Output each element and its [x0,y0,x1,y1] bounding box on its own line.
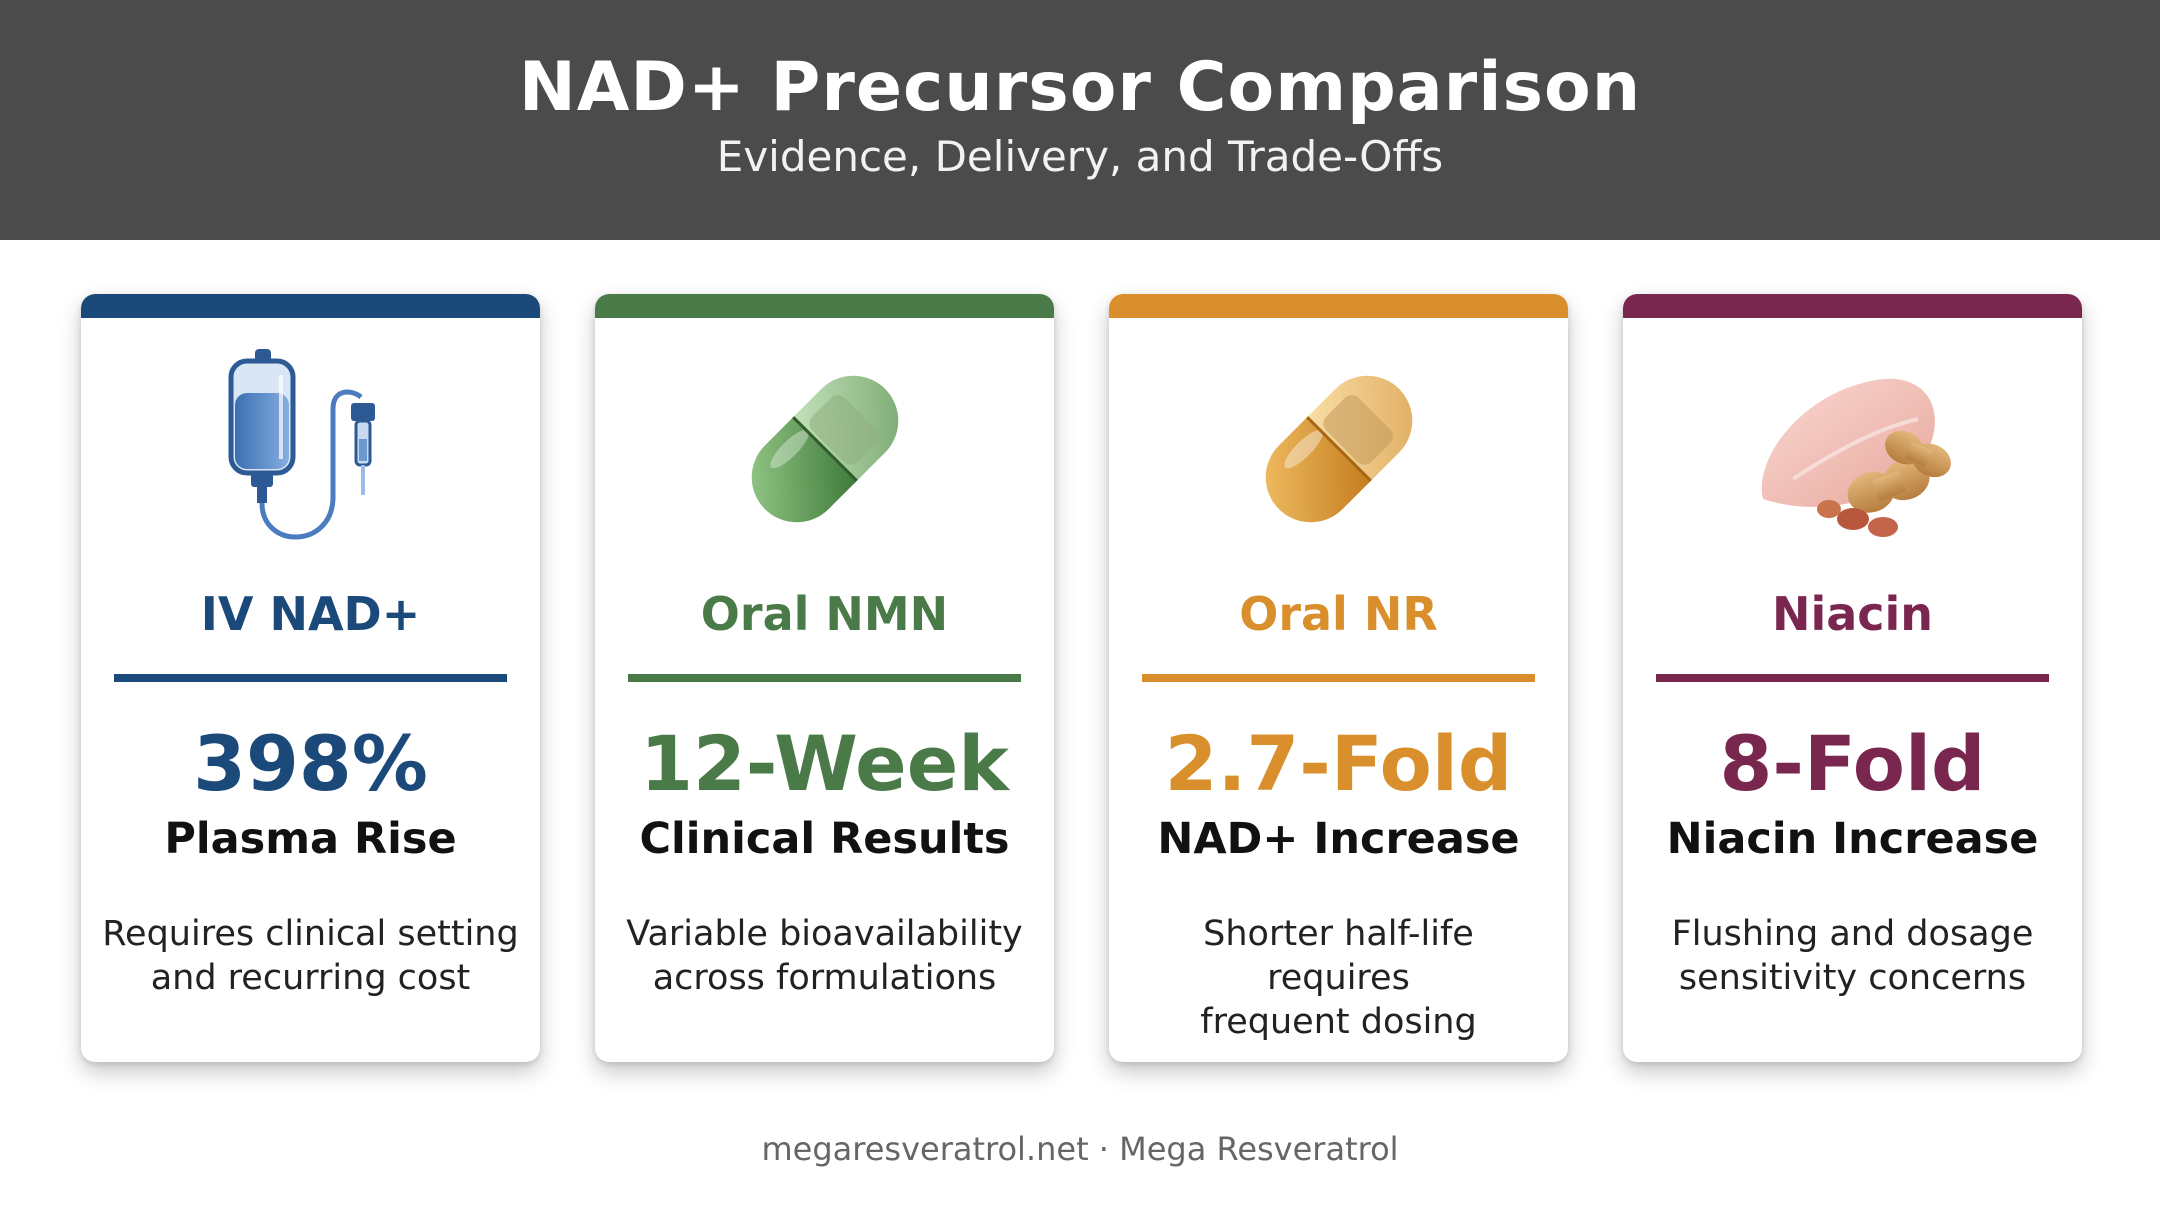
card-metric: 12-Week [640,719,1009,808]
card-note: Shorter half-life requires frequent dosi… [1129,912,1548,1044]
card-note-line: Flushing and dosage [1671,914,2034,954]
card-divider [628,674,1021,682]
card-divider [114,674,507,682]
card-name: Oral NMN [700,587,949,641]
card-metric: 398% [193,719,428,808]
card-oral-nr: Oral NR 2.7-Fold NAD+ Increase Shorter h… [1109,294,1568,1062]
card-note-line: Requires clinical setting [102,914,519,954]
page-subtitle: Evidence, Delivery, and Trade-Offs [716,132,1444,181]
card-accent-bar [81,294,540,318]
card-accent-bar [1109,294,1568,318]
card-metric: 8-Fold [1719,719,1986,808]
card-name: Niacin [1771,587,1934,641]
orange-capsule-icon [1109,344,1568,554]
card-oral-nmn: Oral NMN 12-Week Clinical Results Variab… [595,294,1054,1062]
card-metric-label: NAD+ Increase [1157,814,1520,864]
iv-bag-icon [81,344,540,554]
footer-credit: megaresveratrol.net · Mega Resveratrol [761,1130,1399,1168]
card-note-line: frequent dosing [1200,1002,1477,1042]
card-note: Variable bioavailability across formulat… [615,912,1034,1000]
chicken-peanuts-icon [1623,344,2082,554]
card-note: Requires clinical setting and recurring … [101,912,520,1000]
card-metric: 2.7-Fold [1164,719,1513,808]
card-metric-label: Clinical Results [639,814,1010,864]
card-metric-label: Plasma Rise [164,814,457,864]
card-accent-bar [595,294,1054,318]
card-note-line: across formulations [652,958,997,998]
card-divider [1656,674,2049,682]
card-name: Oral NR [1239,587,1438,641]
card-name: IV NAD+ [200,587,421,641]
green-capsule-icon [595,344,1054,554]
card-note-line: and recurring cost [150,958,471,998]
header-banner: NAD+ Precursor Comparison Evidence, Deli… [0,0,2160,240]
card-note-line: Variable bioavailability [626,914,1023,954]
card-metric-label: Niacin Increase [1666,814,2039,864]
card-note: Flushing and dosage sensitivity concerns [1643,912,2062,1000]
card-niacin: Niacin 8-Fold Niacin Increase Flushing a… [1623,294,2082,1062]
comparison-cards: IV NAD+ 398% Plasma Rise Requires clinic… [81,294,2082,1064]
page-title: NAD+ Precursor Comparison [518,48,1642,127]
card-note-line: Shorter half-life requires [1203,914,1474,998]
card-iv-nad: IV NAD+ 398% Plasma Rise Requires clinic… [81,294,540,1062]
card-note-line: sensitivity concerns [1678,958,2027,998]
card-divider [1142,674,1535,682]
card-accent-bar [1623,294,2082,318]
